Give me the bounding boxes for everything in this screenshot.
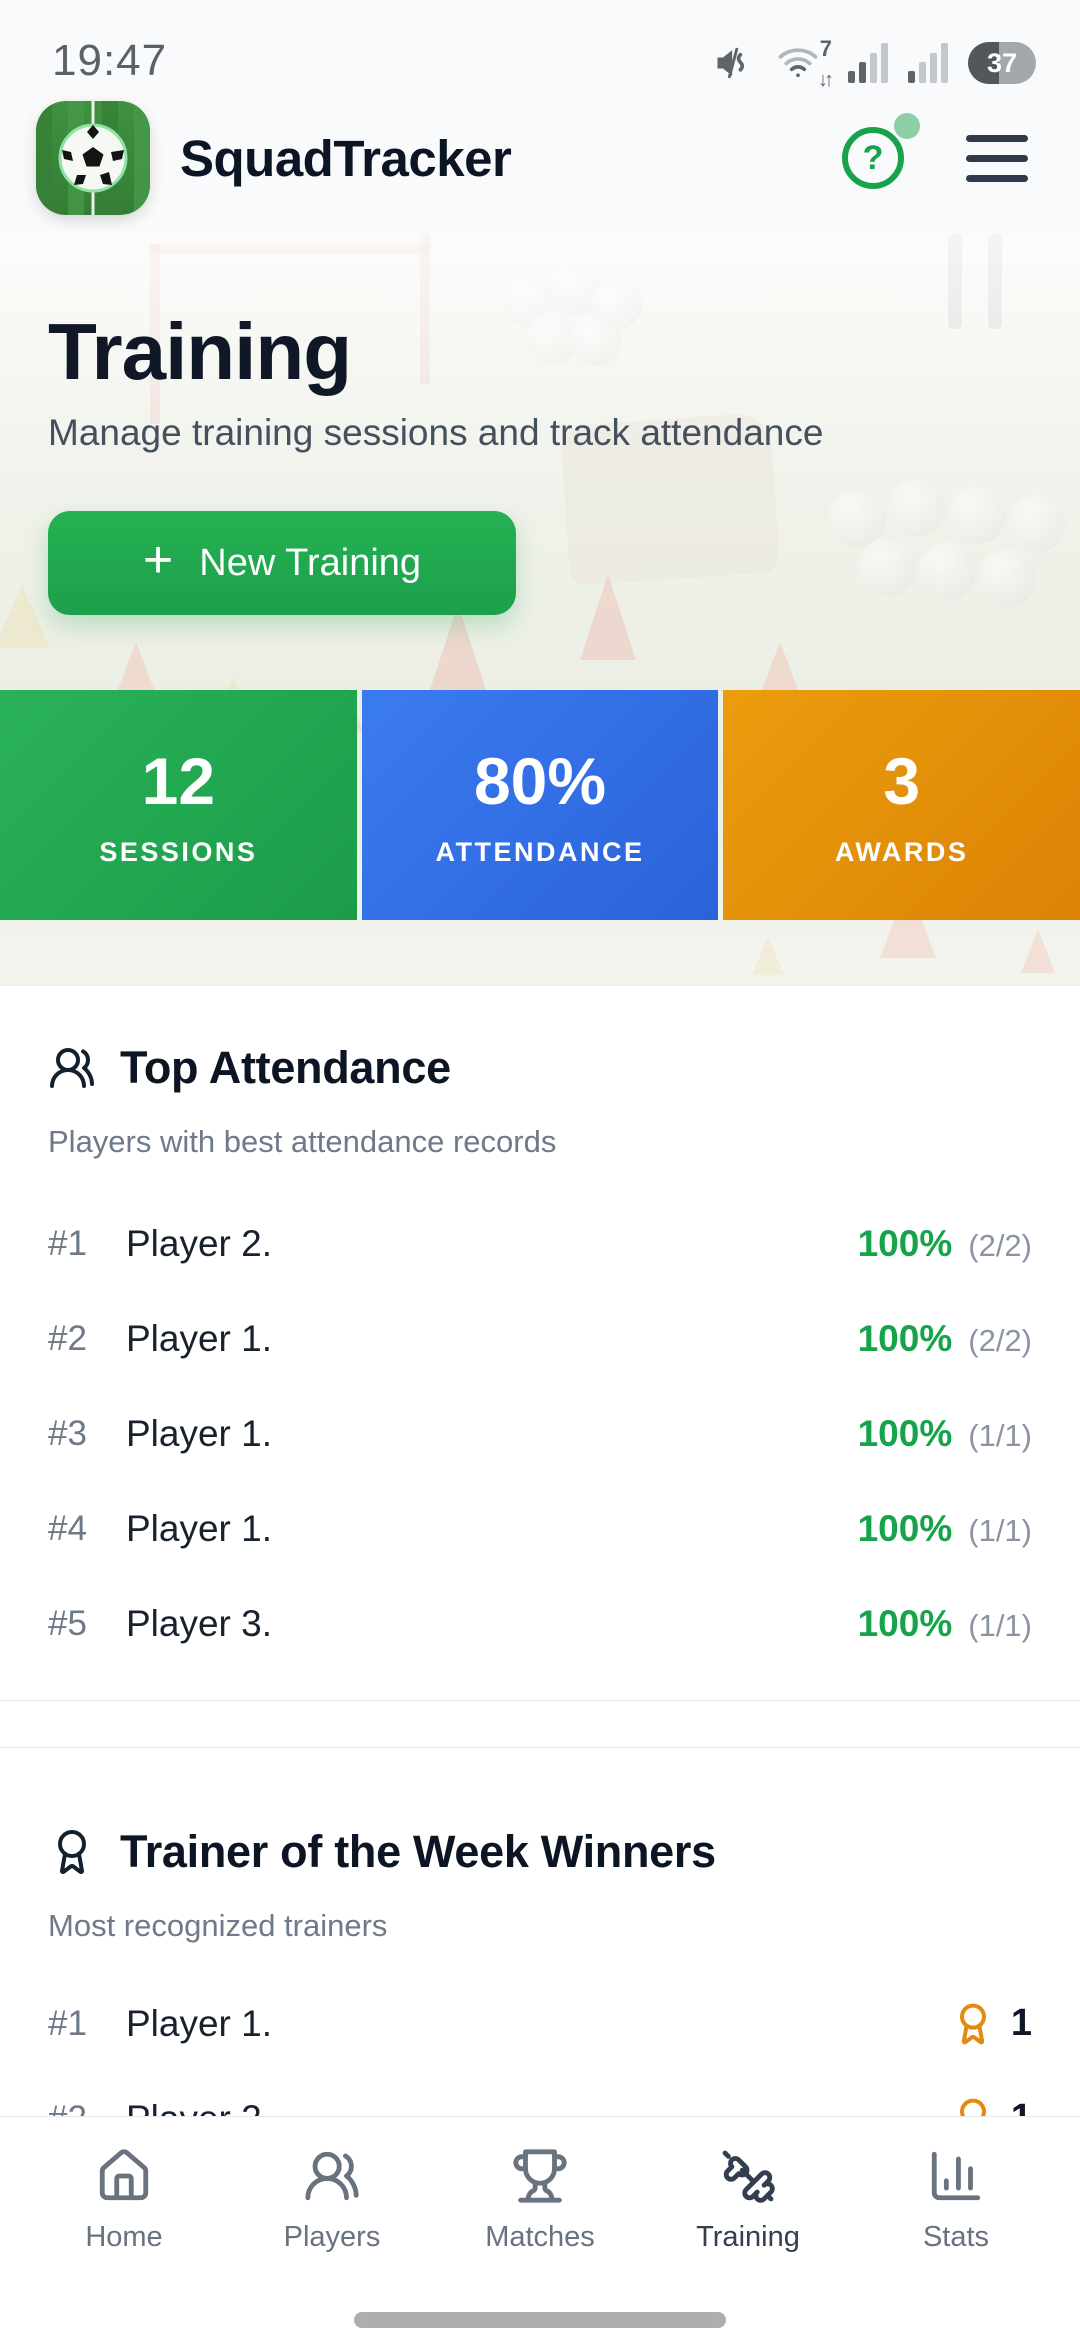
attendance-ratio: (2/2) — [968, 1323, 1032, 1358]
attendance-label: ATTENDANCE — [435, 836, 645, 867]
award-icon — [58, 1830, 86, 1874]
player-name: Player 1. — [126, 1318, 273, 1359]
attendance-row[interactable]: #3 Player 1. 100% (1/1) — [48, 1406, 1032, 1462]
attendance-row[interactable]: #1 Player 2. 100% (2/2) — [48, 1216, 1032, 1272]
attendance-ratio: (1/1) — [968, 1608, 1032, 1643]
trophy-icon — [513, 2149, 567, 2203]
clock: 19:47 — [52, 36, 168, 85]
page-title: Training — [48, 307, 352, 396]
player-name: Player 1. — [126, 2003, 273, 2044]
training-hero: Training Manage training sessions and tr… — [0, 234, 1080, 986]
attendance-ratio: (2/2) — [968, 1228, 1032, 1263]
sessions-label: SESSIONS — [99, 836, 258, 867]
section-divider — [0, 1700, 1080, 1748]
rank-label: #5 — [48, 1604, 87, 1643]
attendance-percent: 100% — [857, 1413, 953, 1454]
battery-indicator: 37 — [968, 42, 1036, 84]
player-name: Player 2. — [126, 1223, 273, 1264]
wifi-icon: 7 ↓↑ — [776, 36, 834, 91]
home-icon — [99, 2149, 149, 2201]
player-name: Player 1. — [126, 1413, 273, 1454]
question-mark-icon: ? — [862, 139, 884, 177]
rank-label: #1 — [48, 2004, 87, 2043]
status-bar: 19:47 7 ↓↑ — [0, 0, 1080, 92]
stat-card-attendance: 80% ATTENDANCE — [361, 690, 719, 920]
attendance-ratio: (1/1) — [968, 1418, 1032, 1453]
section-title: Trainer of the Week Winners — [120, 1826, 716, 1877]
bar-chart-icon — [931, 2151, 981, 2201]
app-title: SquadTracker — [180, 129, 512, 187]
rank-label: #4 — [48, 1509, 87, 1548]
attendance-percent: 100% — [857, 1603, 953, 1644]
win-count: 1 — [1010, 2002, 1032, 2044]
attendance-percent: 100% — [857, 1318, 953, 1359]
trainer-week-section: Trainer of the Week Winners Most recogni… — [0, 1748, 1080, 2147]
battery-percent: 37 — [986, 47, 1018, 78]
stat-card-sessions: 12 SESSIONS — [0, 690, 357, 920]
new-training-button[interactable]: + New Training — [48, 511, 516, 615]
wifi-traffic-arrows: ↓↑ — [818, 69, 834, 91]
section-subtitle: Players with best attendance records — [48, 1124, 557, 1159]
notification-dot — [894, 113, 920, 139]
attendance-value: 80% — [473, 743, 607, 818]
top-attendance-section: Top Attendance Players with best attenda… — [0, 986, 1080, 1652]
trainer-winner-row[interactable]: #1 Player 1. 1 — [48, 1996, 1032, 2052]
rank-label: #3 — [48, 1414, 87, 1453]
medal-icon — [959, 2003, 986, 2045]
hamburger-menu-button[interactable] — [966, 134, 1028, 182]
attendance-percent: 100% — [857, 1508, 953, 1549]
attendance-ratio: (1/1) — [968, 1513, 1032, 1548]
attendance-percent: 100% — [857, 1223, 953, 1264]
wifi-standard-label: 7 — [819, 36, 832, 61]
section-subtitle: Most recognized trainers — [48, 1908, 388, 1943]
users-icon — [50, 1048, 94, 1088]
awards-value: 3 — [883, 743, 921, 818]
attendance-row[interactable]: #2 Player 1. 100% (2/2) — [48, 1311, 1032, 1367]
rank-label: #1 — [48, 1224, 87, 1263]
home-indicator-bar[interactable] — [354, 2312, 726, 2328]
sessions-value: 12 — [141, 743, 216, 818]
players-icon — [305, 2151, 359, 2201]
nav-item-home[interactable]: Home — [34, 2147, 214, 2340]
attendance-row[interactable]: #5 Player 3. 100% (1/1) — [48, 1596, 1032, 1652]
mute-icon — [717, 47, 745, 79]
player-name: Player 1. — [126, 1508, 273, 1549]
player-name: Player 3. — [126, 1603, 273, 1644]
dumbbell-icon — [722, 2150, 775, 2203]
attendance-row[interactable]: #4 Player 1. 100% (1/1) — [48, 1501, 1032, 1557]
signal-bars-sim2 — [908, 43, 948, 83]
stats-row: 12 SESSIONS 80% ATTENDANCE 3 AWARDS — [0, 690, 1080, 920]
page-subtitle: Manage training sessions and track atten… — [48, 412, 824, 453]
awards-label: AWARDS — [834, 836, 969, 867]
stat-card-awards: 3 AWARDS — [723, 690, 1080, 920]
nav-item-training[interactable]: Training — [658, 2147, 838, 2340]
help-button[interactable]: ? — [842, 113, 920, 189]
section-title: Top Attendance — [120, 1042, 451, 1093]
nav-item-matches[interactable]: Matches — [450, 2147, 630, 2340]
plus-icon: + — [142, 531, 174, 589]
hamburger-icon — [966, 134, 1028, 142]
app-logo[interactable] — [36, 101, 150, 215]
nav-item-stats[interactable]: Stats — [866, 2147, 1046, 2340]
nav-item-players[interactable]: Players — [242, 2147, 422, 2340]
signal-bars-sim1 — [848, 43, 888, 83]
app-header: SquadTracker ? — [0, 92, 1080, 234]
rank-label: #2 — [48, 1319, 87, 1358]
bottom-navigation: Home Players Matches — [0, 2116, 1080, 2340]
